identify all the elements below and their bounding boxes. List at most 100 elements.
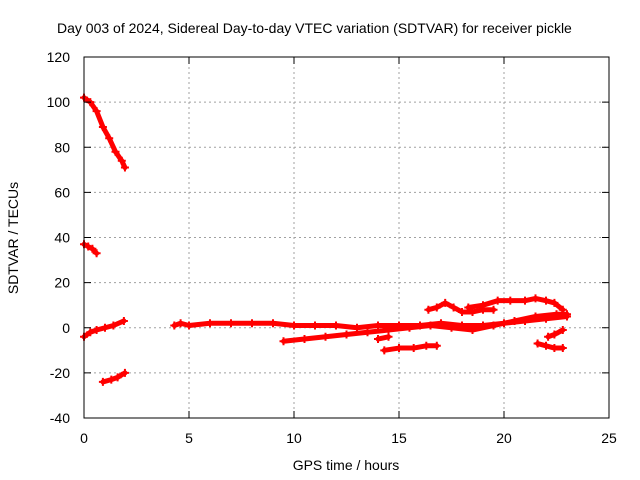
data-point xyxy=(542,296,550,305)
series-trace xyxy=(535,341,566,351)
data-point xyxy=(105,134,114,143)
data-point xyxy=(380,346,389,355)
data-point xyxy=(489,321,498,330)
x-tick-label: 10 xyxy=(286,430,302,446)
data-point xyxy=(321,332,330,341)
x-tick-label: 25 xyxy=(601,430,617,446)
x-axis-label: GPS time / hours xyxy=(293,457,400,473)
series-group xyxy=(544,326,567,341)
data-point xyxy=(531,312,540,321)
series-group xyxy=(80,240,101,258)
data-point xyxy=(464,303,473,312)
data-point xyxy=(111,147,120,156)
data-point xyxy=(558,344,567,353)
x-tick-label: 5 xyxy=(185,430,193,446)
data-point xyxy=(542,341,550,350)
data-point xyxy=(449,303,458,312)
grid-lines xyxy=(84,57,609,418)
data-point xyxy=(458,307,466,316)
data-point xyxy=(101,323,109,332)
data-point xyxy=(353,323,361,332)
data-point xyxy=(395,344,403,353)
data-point xyxy=(342,330,351,339)
y-tick-label: 40 xyxy=(54,230,70,246)
data-point xyxy=(248,319,256,328)
data-series xyxy=(80,93,571,386)
data-point xyxy=(506,296,515,305)
data-point xyxy=(84,242,93,251)
data-point xyxy=(479,301,487,310)
data-point xyxy=(533,339,542,348)
x-tick-label: 0 xyxy=(80,430,88,446)
y-tick-label: 0 xyxy=(62,320,70,336)
data-point xyxy=(558,326,567,335)
data-point xyxy=(92,249,101,258)
data-point xyxy=(363,328,372,337)
chart-title: Day 003 of 2024, Sidereal Day-to-day VTE… xyxy=(57,20,572,36)
y-tick-label: -40 xyxy=(50,410,70,426)
y-tick-label: 20 xyxy=(54,275,70,291)
axis-ticks: 0 5 10 15 20 25 -40 -20 0 20 40 60 80 100 120 xyxy=(47,49,617,446)
series-group xyxy=(279,310,571,346)
data-point xyxy=(384,326,393,335)
data-point xyxy=(98,122,107,131)
data-point xyxy=(311,321,319,330)
series-group xyxy=(380,341,441,355)
data-point xyxy=(409,344,418,353)
data-point xyxy=(92,107,101,116)
x-tick-label: 20 xyxy=(496,430,512,446)
data-point xyxy=(98,377,107,386)
series-group xyxy=(464,294,567,314)
series-trace xyxy=(81,241,100,256)
x-tick-label: 15 xyxy=(391,430,407,446)
series-group xyxy=(98,368,129,386)
data-point xyxy=(227,319,235,328)
y-tick-label: 100 xyxy=(47,94,71,110)
series-group xyxy=(533,339,567,353)
data-point xyxy=(422,341,431,350)
data-point xyxy=(374,335,382,344)
data-point xyxy=(109,321,118,330)
data-point xyxy=(544,332,553,341)
data-point xyxy=(426,321,435,330)
data-point xyxy=(384,332,393,341)
data-point xyxy=(493,296,502,305)
data-point xyxy=(290,321,298,330)
data-point xyxy=(558,305,567,314)
data-point xyxy=(86,328,95,337)
data-point xyxy=(92,326,101,335)
data-point xyxy=(550,344,559,353)
data-point xyxy=(113,373,122,382)
series-trace xyxy=(100,370,128,385)
data-point xyxy=(510,316,519,325)
data-point xyxy=(206,319,214,328)
y-axis-label: SDTVAR / TECUs xyxy=(5,182,21,294)
series-group xyxy=(374,332,393,344)
data-point xyxy=(269,319,277,328)
data-point xyxy=(88,244,97,253)
data-point xyxy=(550,330,559,339)
data-point xyxy=(424,305,433,314)
data-point xyxy=(332,321,340,330)
data-point xyxy=(107,375,116,384)
data-point xyxy=(119,316,128,325)
series-group xyxy=(424,298,498,316)
y-tick-label: 60 xyxy=(54,184,70,200)
data-point xyxy=(531,294,540,303)
data-point xyxy=(405,323,414,332)
y-tick-label: 80 xyxy=(54,139,70,155)
data-point xyxy=(170,321,179,330)
data-point xyxy=(489,305,498,314)
data-point xyxy=(120,368,129,377)
data-point xyxy=(185,321,193,330)
data-point xyxy=(468,326,477,335)
data-point xyxy=(552,310,561,319)
data-point xyxy=(117,156,126,165)
data-point xyxy=(300,335,309,344)
data-point xyxy=(447,323,456,332)
series-trace xyxy=(545,327,566,340)
data-point xyxy=(120,163,129,172)
series-trace xyxy=(81,95,128,171)
data-point xyxy=(441,298,450,307)
